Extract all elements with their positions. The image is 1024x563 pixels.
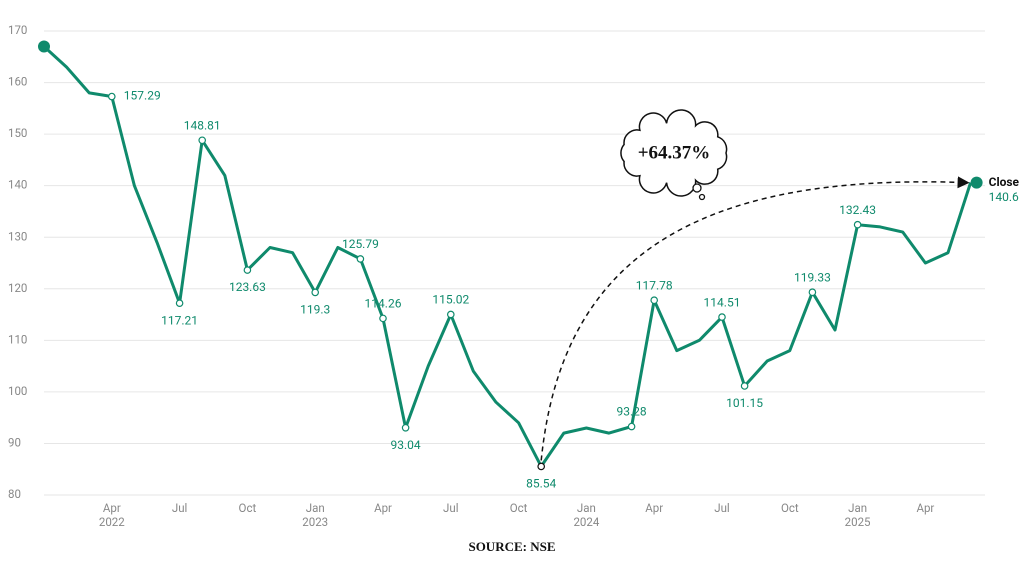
change-annotation: +64.37% xyxy=(638,142,711,163)
point-marker xyxy=(740,382,749,390)
point-marker xyxy=(718,313,726,321)
point-marker xyxy=(650,296,659,305)
value-label: 157.29 xyxy=(124,89,161,103)
price-line xyxy=(42,45,973,468)
x-tick-label: Jan xyxy=(577,501,596,515)
y-tick-label: 130 xyxy=(8,229,27,243)
x-tick-label: Oct xyxy=(781,501,799,515)
value-label: 101.15 xyxy=(726,396,763,410)
y-tick-label: 150 xyxy=(8,126,27,140)
x-tick-label: Jan xyxy=(848,501,867,515)
y-tick-label: 160 xyxy=(8,75,27,89)
end-dot xyxy=(970,176,983,189)
cloud xyxy=(620,109,728,197)
x-year-label: 2025 xyxy=(845,515,871,529)
value-label: 140.6 xyxy=(989,190,1019,204)
end-label: Close xyxy=(989,175,1020,189)
y-tick-label: 100 xyxy=(8,384,27,398)
x-tick-label: Apr xyxy=(374,501,392,515)
x-tick-label: Jul xyxy=(714,501,729,515)
x-tick-label: Jan xyxy=(306,501,325,515)
value-label: 123.63 xyxy=(229,280,266,294)
x-year-label: 2023 xyxy=(302,515,328,529)
point-marker xyxy=(379,314,387,323)
x-year-label: 2022 xyxy=(99,515,125,529)
cloud-tail xyxy=(692,183,702,193)
value-label: 148.81 xyxy=(184,118,221,132)
point-marker xyxy=(198,136,207,145)
x-tick-label: Jul xyxy=(443,501,458,515)
x-tick-label: Apr xyxy=(645,501,663,515)
value-label: 93.28 xyxy=(617,405,647,419)
value-label: 119.3 xyxy=(300,303,330,317)
point-marker xyxy=(537,462,546,471)
point-marker xyxy=(808,288,817,297)
x-tick-label: Oct xyxy=(510,501,528,515)
x-tick-label: Apr xyxy=(103,501,121,515)
y-tick-label: 80 xyxy=(8,487,21,501)
source: SOURCE: NSE xyxy=(468,539,555,554)
point-marker xyxy=(311,288,320,297)
point-marker xyxy=(446,310,455,319)
point-marker xyxy=(243,266,252,274)
y-tick-label: 140 xyxy=(8,178,27,192)
x-tick-label: Apr xyxy=(916,501,934,515)
x-tick-label: Jul xyxy=(172,501,187,515)
point-marker xyxy=(853,220,862,229)
y-tick-label: 90 xyxy=(8,435,21,449)
value-label: 114.26 xyxy=(365,297,402,311)
x-tick-label: Oct xyxy=(239,501,257,515)
value-label: 93.04 xyxy=(391,438,421,452)
point-marker xyxy=(175,299,184,307)
value-label: 119.33 xyxy=(794,270,831,284)
value-label: 114.51 xyxy=(704,295,741,309)
point-marker xyxy=(108,92,116,101)
value-label: 115.02 xyxy=(432,293,469,307)
point-marker xyxy=(401,423,410,432)
value-label: 117.21 xyxy=(161,313,198,327)
value-label: 132.43 xyxy=(839,203,876,217)
y-tick-label: 170 xyxy=(8,23,27,37)
value-label: 85.54 xyxy=(526,477,556,491)
change-arrow xyxy=(540,176,970,461)
point-marker xyxy=(627,422,636,431)
cloud-tail xyxy=(698,193,706,201)
point-marker xyxy=(356,255,365,263)
x-year-label: 2024 xyxy=(573,515,599,529)
start-dot xyxy=(38,40,50,53)
y-tick-label: 110 xyxy=(8,332,27,346)
value-label: 125.79 xyxy=(342,237,379,251)
y-tick-label: 120 xyxy=(8,281,27,295)
value-label: 117.78 xyxy=(636,278,673,292)
